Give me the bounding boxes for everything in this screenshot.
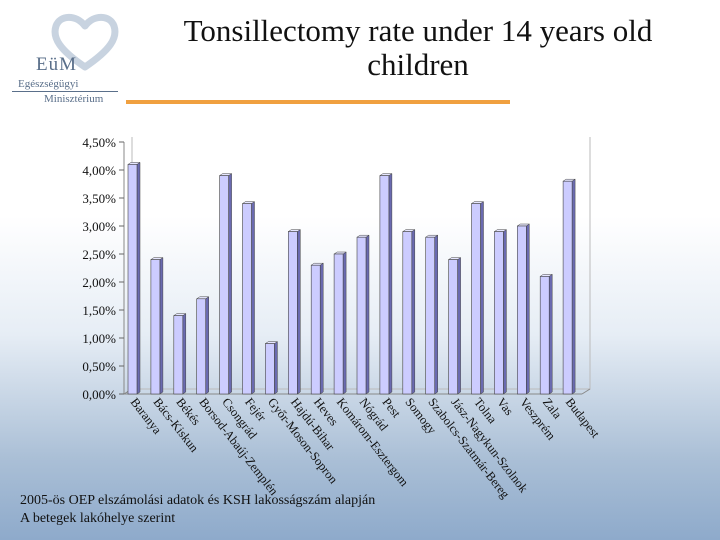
axis-frame (123, 142, 582, 395)
bar (379, 175, 390, 395)
y-tick-label: 2,00% (82, 275, 116, 290)
bar-side (365, 234, 370, 395)
bar (494, 231, 504, 395)
logo-mark: EüM (36, 54, 77, 75)
bar-side (571, 178, 576, 395)
bar (333, 253, 344, 395)
bar (356, 236, 367, 395)
bar (425, 236, 436, 395)
bar-side (228, 173, 232, 395)
x-tick-label: Budapest (563, 395, 603, 441)
bar (539, 276, 550, 395)
bar (196, 298, 206, 395)
bar-side (503, 229, 507, 395)
logo-text-line2: Minisztérium (44, 93, 104, 105)
bar (287, 231, 298, 395)
y-tick-label: 0,50% (82, 359, 116, 374)
bar (562, 180, 573, 395)
y-tick-label: 1,00% (82, 331, 116, 346)
y-tick-label: 3,00% (82, 219, 116, 234)
page-title: Tonsillectomy rate under 14 years old ch… (120, 14, 716, 82)
heart-logo-icon (51, 13, 119, 71)
y-tick-label: 2,50% (82, 247, 116, 262)
y-tick-label: 3,50% (82, 191, 116, 206)
bar-side (319, 262, 324, 395)
bar-side (480, 201, 484, 395)
y-tick-label: 1,50% (82, 303, 116, 318)
bar (448, 259, 458, 395)
bar (516, 225, 527, 395)
floor-edge (581, 388, 591, 395)
bar (471, 203, 481, 395)
bar (310, 264, 321, 395)
bar-side (526, 223, 530, 395)
page-title-line1: Tonsillectomy rate under 14 years old (183, 13, 653, 48)
bar (265, 343, 275, 395)
bar (242, 203, 252, 395)
footnote-line2: A betegek lakóhelye szerint (20, 511, 176, 526)
bar-side (251, 201, 255, 395)
bar-side (411, 229, 416, 395)
logo-text-line1: Egészségügyi (18, 78, 79, 90)
y-tick-label: 4,50% (82, 135, 116, 150)
bar-side (205, 296, 209, 395)
bar-side (297, 229, 301, 395)
bar-side (342, 251, 347, 395)
bar (402, 231, 413, 395)
title-underline (126, 100, 510, 104)
page-title-line2: children (367, 47, 469, 82)
bar-side (434, 234, 438, 395)
bar-side (274, 341, 278, 395)
bar-side (136, 161, 141, 395)
footnote-line1: 2005-ös OEP elszámolási adatok és KSH la… (20, 493, 376, 508)
bar (173, 315, 184, 395)
y-tick-label: 4,00% (82, 163, 116, 178)
bar-side (182, 313, 187, 395)
logo-divider (12, 91, 118, 92)
footnote: 2005-ös OEP elszámolási adatok és KSH la… (20, 492, 375, 528)
bar-side (159, 257, 164, 395)
bar (150, 259, 161, 395)
bar (219, 175, 229, 395)
bar (127, 164, 138, 395)
ministry-logo: EüM Egészségügyi Minisztérium (8, 12, 120, 105)
bar-side (457, 257, 461, 395)
bar-side (388, 173, 393, 395)
bar-side (548, 273, 553, 395)
y-tick-label: 0,00% (82, 387, 116, 402)
